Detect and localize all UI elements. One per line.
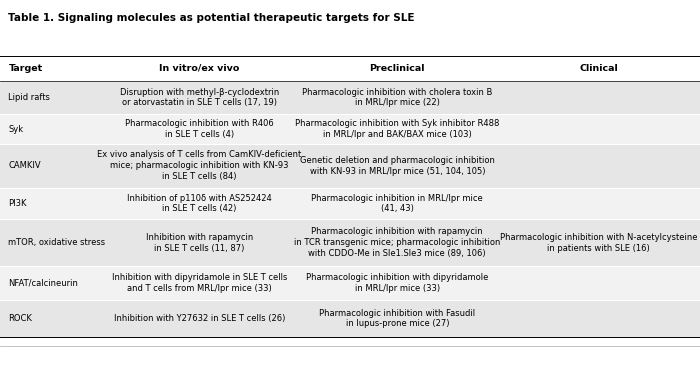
Text: Pharmacologic inhibition with R406
in SLE T cells (4): Pharmacologic inhibition with R406 in SL… <box>125 119 274 139</box>
Text: Lipid rafts: Lipid rafts <box>8 93 50 102</box>
Text: PI3K: PI3K <box>8 199 27 208</box>
Text: Pharmacologic inhibition with N-acetylcysteine
in patients with SLE (16): Pharmacologic inhibition with N-acetylcy… <box>500 233 697 253</box>
Text: Disruption with methyl-β-cyclodextrin
or atorvastatin in SLE T cells (17, 19): Disruption with methyl-β-cyclodextrin or… <box>120 88 279 108</box>
Text: Inhibition with Y27632 in SLE T cells (26): Inhibition with Y27632 in SLE T cells (2… <box>114 314 285 323</box>
Bar <box>0 114 700 144</box>
Text: Inhibition of p110δ with AS252424
in SLE T cells (42): Inhibition of p110δ with AS252424 in SLE… <box>127 194 272 214</box>
Bar <box>0 56 700 81</box>
Text: Inhibition with dipyridamole in SLE T cells
and T cells from MRL/lpr mice (33): Inhibition with dipyridamole in SLE T ce… <box>112 273 287 293</box>
Text: Pharmacologic inhibition in MRL/lpr mice
(41, 43): Pharmacologic inhibition in MRL/lpr mice… <box>312 194 483 214</box>
Bar <box>0 266 700 300</box>
Text: Table 1. Signaling molecules as potential therapeutic targets for SLE: Table 1. Signaling molecules as potentia… <box>8 13 415 23</box>
Text: Pharmacologic inhibition with cholera toxin B
in MRL/lpr mice (22): Pharmacologic inhibition with cholera to… <box>302 88 492 108</box>
Text: Syk: Syk <box>8 124 24 134</box>
Text: Inhibition with rapamycin
in SLE T cells (11, 87): Inhibition with rapamycin in SLE T cells… <box>146 233 253 253</box>
Bar <box>0 81 700 114</box>
Text: Target: Target <box>8 64 43 73</box>
Text: mTOR, oxidative stress: mTOR, oxidative stress <box>8 238 106 247</box>
Text: In vitro/ex vivo: In vitro/ex vivo <box>160 64 239 73</box>
Text: Preclinical: Preclinical <box>370 64 425 73</box>
Text: Genetic deletion and pharmacologic inhibition
with KN-93 in MRL/lpr mice (51, 10: Genetic deletion and pharmacologic inhib… <box>300 156 495 175</box>
Text: ROCK: ROCK <box>8 314 32 323</box>
Text: Pharmacologic inhibition with dipyridamole
in MRL/lpr mice (33): Pharmacologic inhibition with dipyridamo… <box>306 273 489 293</box>
Text: NFAT/calcineurin: NFAT/calcineurin <box>8 278 78 288</box>
Text: Pharmacologic inhibition with Syk inhibitor R488
in MRL/lpr and BAK/BAX mice (10: Pharmacologic inhibition with Syk inhibi… <box>295 119 499 139</box>
Text: Pharmacologic inhibition with rapamycin
in TCR transgenic mice; pharmacologic in: Pharmacologic inhibition with rapamycin … <box>294 227 500 258</box>
Bar <box>0 188 700 219</box>
Bar <box>0 300 700 337</box>
Bar <box>0 219 700 266</box>
Text: Ex vivo analysis of T cells from CamKIV-deficient
mice; pharmacologic inhibition: Ex vivo analysis of T cells from CamKIV-… <box>97 151 302 181</box>
Text: Clinical: Clinical <box>579 64 618 73</box>
Bar <box>0 144 700 188</box>
Text: CAMKIV: CAMKIV <box>8 161 41 170</box>
Text: Pharmacologic inhibition with Fasudil
in lupus-prone mice (27): Pharmacologic inhibition with Fasudil in… <box>319 309 475 328</box>
